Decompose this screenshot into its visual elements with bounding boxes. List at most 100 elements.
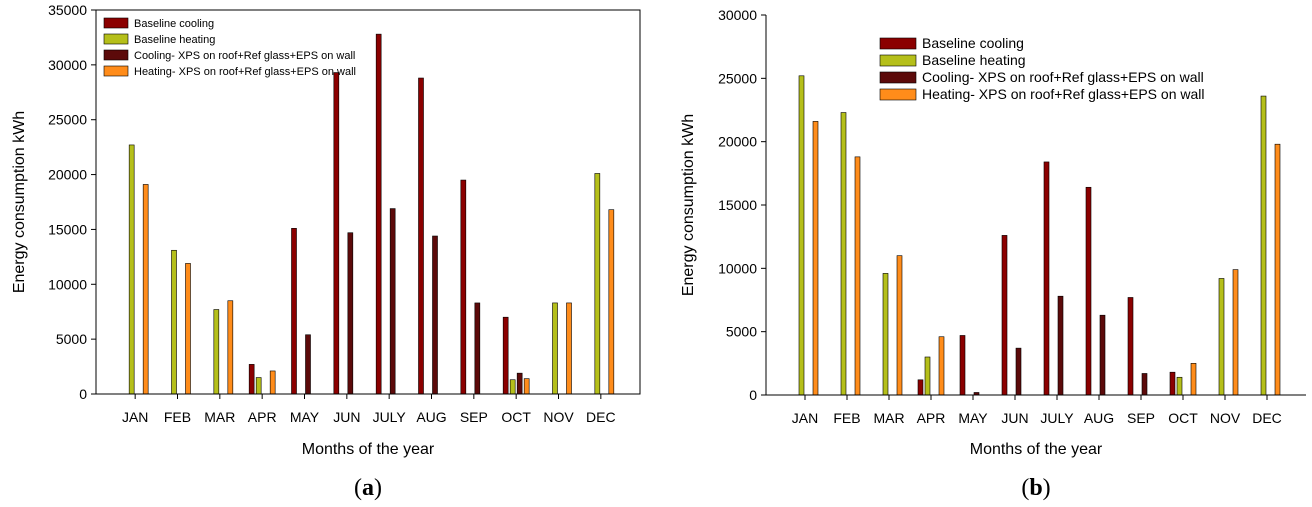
chart-b-bar-heating-xps	[812, 121, 819, 396]
chart-a-bar-baseline-cooling	[291, 228, 297, 395]
chart-b-ytick-label: 20000	[718, 134, 757, 150]
chart-a-bar-baseline-heating	[128, 144, 135, 395]
chart-b-xtick-label: NOV	[1210, 410, 1241, 426]
chart-a-bar-heating-xps	[269, 370, 276, 395]
chart-a-xtick-label: AUG	[416, 409, 446, 425]
chart-a-xtick-label: MAR	[204, 409, 235, 425]
chart-a-xtick-label: SEP	[460, 409, 488, 425]
chart-a-legend-label: Heating- XPS on roof+Ref glass+EPS on wa…	[134, 66, 356, 78]
chart-a-legend-swatch	[103, 65, 129, 77]
chart-a-bars	[128, 33, 615, 395]
chart-b-bar-baseline-heating	[1176, 376, 1183, 396]
chart-a-bar-baseline-heating	[171, 249, 177, 395]
chart-b-bar-baseline-cooling	[1085, 186, 1092, 396]
chart-a-ytick-label: 5000	[56, 331, 87, 347]
chart-a-xtick-label: FEB	[164, 409, 191, 425]
chart-b-xlabel: Months of the year	[970, 441, 1103, 458]
chart-b-xtick-label: DEC	[1252, 410, 1282, 426]
chart-a: 0 5000 10000 15000 20000 25000 30000 35000 JAN F…	[11, 2, 641, 501]
chart-a-bar-baseline-cooling	[502, 316, 509, 395]
chart-b-bar-heating-xps	[1274, 143, 1281, 396]
chart-b-legend-swatch	[879, 37, 917, 50]
chart-b-bar-baseline-cooling	[959, 335, 966, 396]
chart-b-xtick-label: AUG	[1084, 410, 1114, 426]
chart-b-ytick-label: 30000	[718, 7, 757, 23]
chart-b-ytick-label: 15000	[718, 197, 757, 213]
chart-a-xtick-label: JULY	[373, 409, 407, 425]
chart-b-bar-heating-xps	[1232, 269, 1239, 396]
chart-a-ytick-label: 30000	[48, 57, 87, 73]
chart-b-bars	[798, 75, 1281, 396]
chart-a-xtick-label: JUN	[333, 409, 360, 425]
chart-b-ytick-label: 25000	[718, 70, 757, 86]
chart-a-bar-heating-xps	[185, 263, 191, 395]
chart-b-xtick-label: APR	[917, 410, 946, 426]
chart-a-y-axis: 0 5000 10000 15000 20000 25000 30000 35000	[48, 2, 97, 402]
chart-a-panel-label-close: )	[374, 475, 382, 501]
chart-a-xtick-label: MAY	[290, 409, 320, 425]
chart-a-x-axis: JAN FEB MAR APR MAY JUN JULY AUG SEP OCT NOV DEC	[96, 393, 640, 425]
chart-b-bar-baseline-heating	[924, 356, 931, 396]
chart-b-panel-label-letter: b	[1029, 475, 1042, 501]
chart-b-legend-swatch	[879, 71, 917, 84]
chart-a-ylabel: Energy consumption kWh	[11, 111, 28, 293]
chart-b-bar-baseline-heating	[882, 273, 889, 396]
chart-b-bar-baseline-heating	[840, 112, 847, 396]
chart-a-bar-baseline-cooling	[460, 179, 467, 395]
chart-b-bar-cooling-xps	[1141, 373, 1148, 396]
chart-a-bar-baseline-heating	[552, 302, 558, 395]
chart-b-bar-baseline-heating	[798, 75, 805, 396]
chart-a-legend-swatch	[103, 33, 129, 45]
chart-a-panel-label-letter: a	[362, 475, 374, 501]
chart-b-x-axis: JAN FEB MAR APR MAY JUN JULY AUG SEP OCT NOV DEC	[766, 394, 1306, 426]
chart-b-legend-swatch	[879, 54, 917, 67]
chart-a-bar-baseline-heating	[255, 377, 262, 395]
chart-a-legend-swatch	[103, 17, 129, 29]
chart-b-legend-label: Heating- XPS on roof+Ref glass+EPS on wa…	[922, 86, 1205, 102]
chart-b-bar-baseline-cooling	[1169, 371, 1176, 396]
chart-b-legend-label: Baseline cooling	[922, 35, 1024, 51]
chart-b-legend-label: Baseline heating	[922, 52, 1026, 68]
chart-a-bar-baseline-heating	[213, 309, 220, 395]
chart-b-bar-baseline-cooling	[1043, 161, 1050, 396]
chart-a-panel-label: (a)	[354, 475, 382, 501]
chart-b-bar-cooling-xps	[1099, 314, 1106, 396]
chart-a-bar-baseline-heating	[509, 379, 516, 395]
chart-a-bar-cooling-xps	[389, 208, 396, 395]
chart-b-xtick-label: OCT	[1168, 410, 1198, 426]
chart-a-xtick-label: JAN	[122, 409, 148, 425]
chart-b: 0 5000 10000 15000 20000 25000 30000 JAN FEB MAR…	[680, 7, 1306, 501]
chart-b-xtick-label: JULY	[1040, 410, 1074, 426]
chart-a-bar-cooling-xps	[474, 302, 481, 395]
chart-b-y-axis: 0 5000 10000 15000 20000 25000 30000	[718, 7, 767, 403]
chart-a-ytick-label: 35000	[48, 2, 87, 18]
chart-a-legend-label: Baseline heating	[134, 34, 215, 46]
chart-b-xtick-label: JAN	[792, 410, 818, 426]
chart-b-xtick-label: MAY	[958, 410, 988, 426]
chart-a-bar-heating-xps	[523, 378, 530, 395]
chart-b-bar-cooling-xps	[1015, 347, 1022, 396]
chart-b-panel-label: (b)	[1021, 475, 1050, 501]
chart-a-ytick-label: 0	[79, 386, 87, 402]
chart-a-ytick-label: 15000	[48, 221, 87, 237]
chart-a-bar-heating-xps	[566, 302, 572, 395]
chart-a-bar-baseline-cooling	[333, 72, 340, 395]
chart-a-bar-heating-xps	[227, 300, 234, 395]
chart-b-ytick-label: 0	[749, 387, 757, 403]
chart-b-bar-baseline-cooling	[1001, 235, 1008, 396]
chart-a-legend: Baseline cooling Baseline heating Cooling-…	[103, 17, 356, 78]
chart-b-ylabel: Energy consumption kWh	[680, 114, 697, 296]
chart-a-bar-cooling-xps	[432, 235, 438, 395]
chart-b-panel-label-close: )	[1043, 475, 1051, 501]
chart-b-bar-heating-xps	[896, 255, 903, 396]
chart-a-bar-baseline-cooling	[248, 364, 255, 395]
chart-b-ytick-label: 5000	[726, 324, 757, 340]
chart-a-legend-label: Cooling- XPS on roof+Ref glass+EPS on wa…	[134, 50, 355, 62]
chart-a-xtick-label: NOV	[543, 409, 574, 425]
chart-b-bar-baseline-heating	[1218, 278, 1225, 396]
chart-b-xtick-label: MAR	[873, 410, 904, 426]
chart-b-panel-label-open: (	[1021, 475, 1029, 501]
chart-b-bar-heating-xps	[1190, 363, 1197, 396]
chart-a-xtick-label: DEC	[586, 409, 616, 425]
